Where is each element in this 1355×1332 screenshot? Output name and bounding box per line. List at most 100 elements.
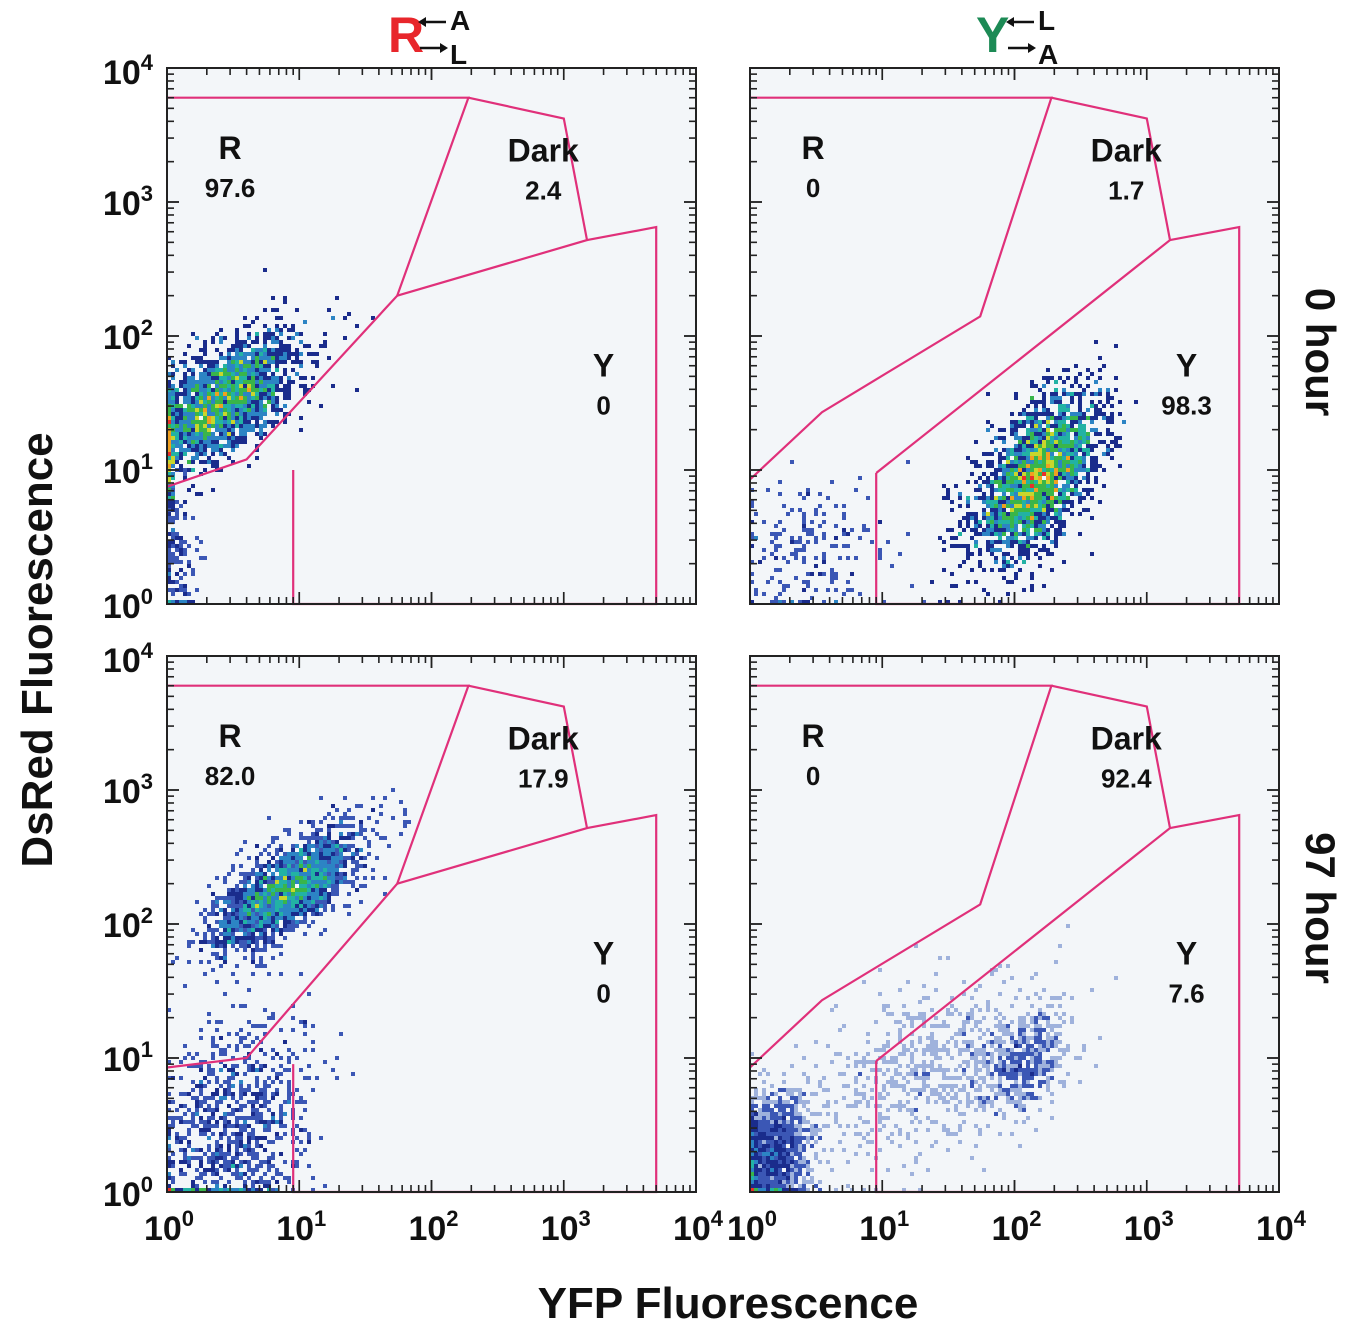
event-bin (263, 1104, 267, 1108)
event-bin (1030, 584, 1034, 588)
event-bin (1046, 1036, 1050, 1040)
event-bin (231, 1164, 235, 1168)
event-bin (754, 1132, 758, 1136)
event-bin (259, 936, 263, 940)
event-bin (255, 392, 259, 396)
event-bin (239, 1164, 243, 1168)
event-bin (958, 1128, 962, 1132)
event-bin (946, 956, 950, 960)
event-bin (994, 488, 998, 492)
event-bin (998, 480, 1002, 484)
event-bin (754, 1112, 758, 1116)
event-bin (906, 1132, 910, 1136)
event-bin (327, 832, 331, 836)
event-bin (183, 1120, 187, 1124)
event-bin (311, 900, 315, 904)
event-bin (243, 436, 247, 440)
event-bin (778, 1120, 782, 1124)
event-bin (1014, 504, 1018, 508)
event-bin (1102, 416, 1106, 420)
event-bin (323, 900, 327, 904)
event-bin (199, 396, 203, 400)
event-bin (1042, 464, 1046, 468)
event-bin (255, 928, 259, 932)
event-bin (251, 428, 255, 432)
event-bin (283, 1176, 287, 1180)
event-bin (199, 412, 203, 416)
event-bin (231, 380, 235, 384)
event-bin (946, 496, 950, 500)
event-bin (1062, 440, 1066, 444)
event-bin (195, 1096, 199, 1100)
event-bin (1066, 452, 1070, 456)
event-bin (347, 816, 351, 820)
event-bin (786, 584, 790, 588)
event-bin (251, 400, 255, 404)
event-bin (1050, 488, 1054, 492)
event-bin (810, 1124, 814, 1128)
event-bin (1006, 520, 1010, 524)
event-bin (1062, 1080, 1066, 1084)
event-bin (1058, 440, 1062, 444)
event-bin (239, 1144, 243, 1148)
event-bin (966, 500, 970, 504)
event-bin (295, 1088, 299, 1092)
event-bin (287, 376, 291, 380)
event-bin (227, 416, 231, 420)
event-bin (1030, 1096, 1034, 1100)
event-bin (203, 1180, 207, 1184)
event-bin (263, 1100, 267, 1104)
event-bin (279, 352, 283, 356)
event-bin (1006, 540, 1010, 544)
event-bin (383, 836, 387, 840)
event-bin (934, 1024, 938, 1028)
event-bin (243, 900, 247, 904)
event-bin (299, 912, 303, 916)
event-bin (279, 1172, 283, 1176)
event-bin (846, 580, 850, 584)
event-bin (1034, 1028, 1038, 1032)
event-bin (974, 440, 978, 444)
event-bin (283, 348, 287, 352)
event-bin (231, 1132, 235, 1136)
event-bin (994, 504, 998, 508)
event-bin (966, 496, 970, 500)
event-bin (1090, 428, 1094, 432)
event-bin (1074, 448, 1078, 452)
event-bin (1086, 480, 1090, 484)
event-bin (762, 1104, 766, 1108)
event-bin (1010, 468, 1014, 472)
event-bin (1062, 500, 1066, 504)
event-bin (942, 1128, 946, 1132)
event-bin (910, 1040, 914, 1044)
event-bin (990, 452, 994, 456)
event-bin (1006, 1032, 1010, 1036)
event-bin (243, 1120, 247, 1124)
event-bin (1026, 548, 1030, 552)
event-bin (1018, 1028, 1022, 1032)
event-bin (223, 1088, 227, 1092)
event-bin (183, 352, 187, 356)
event-bin (227, 900, 231, 904)
event-bin (183, 420, 187, 424)
event-bin (255, 404, 259, 408)
event-bin (323, 892, 327, 896)
event-bin (1090, 464, 1094, 468)
gate-dark (396, 684, 589, 885)
event-bin (802, 580, 806, 584)
event-bin (175, 412, 179, 416)
event-bin (251, 972, 255, 976)
event-bin (311, 376, 315, 380)
event-bin (1014, 492, 1018, 496)
event-bin (307, 1164, 311, 1168)
event-bin (219, 388, 223, 392)
event-bin (311, 352, 315, 356)
event-bin (187, 376, 191, 380)
event-bin (966, 1040, 970, 1044)
event-bin (1022, 1024, 1026, 1028)
event-bin (986, 480, 990, 484)
event-bin (782, 1144, 786, 1148)
event-bin (203, 372, 207, 376)
event-bin (211, 900, 215, 904)
event-bin (1058, 400, 1062, 404)
